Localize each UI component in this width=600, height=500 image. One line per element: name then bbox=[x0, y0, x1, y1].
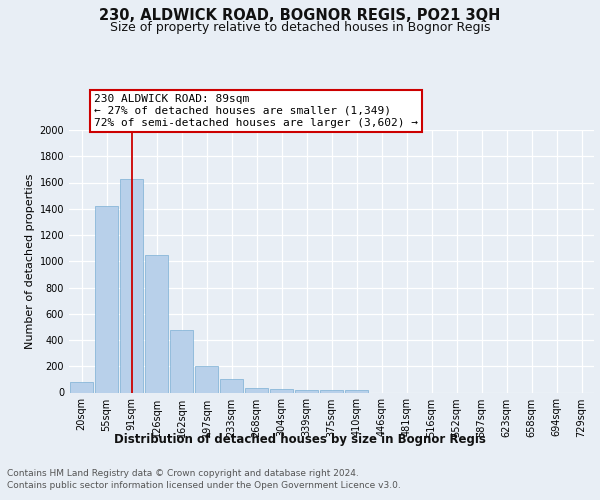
Bar bbox=[120, 178, 143, 392]
Bar bbox=[345, 390, 368, 392]
Text: 230 ALDWICK ROAD: 89sqm
← 27% of detached houses are smaller (1,349)
72% of semi: 230 ALDWICK ROAD: 89sqm ← 27% of detache… bbox=[94, 94, 418, 128]
Bar bbox=[70, 382, 93, 392]
Bar bbox=[320, 390, 343, 392]
Text: Size of property relative to detached houses in Bognor Regis: Size of property relative to detached ho… bbox=[110, 21, 490, 34]
Bar bbox=[295, 390, 318, 392]
Bar bbox=[145, 254, 168, 392]
Bar bbox=[220, 380, 243, 392]
Bar bbox=[170, 330, 193, 392]
Text: Contains public sector information licensed under the Open Government Licence v3: Contains public sector information licen… bbox=[7, 481, 401, 490]
Bar bbox=[95, 206, 118, 392]
Text: 230, ALDWICK ROAD, BOGNOR REGIS, PO21 3QH: 230, ALDWICK ROAD, BOGNOR REGIS, PO21 3Q… bbox=[100, 8, 500, 22]
Text: Contains HM Land Registry data © Crown copyright and database right 2024.: Contains HM Land Registry data © Crown c… bbox=[7, 469, 359, 478]
Bar bbox=[195, 366, 218, 392]
Y-axis label: Number of detached properties: Number of detached properties bbox=[25, 174, 35, 349]
Bar bbox=[270, 389, 293, 392]
Bar bbox=[245, 388, 268, 392]
Text: Distribution of detached houses by size in Bognor Regis: Distribution of detached houses by size … bbox=[114, 432, 486, 446]
